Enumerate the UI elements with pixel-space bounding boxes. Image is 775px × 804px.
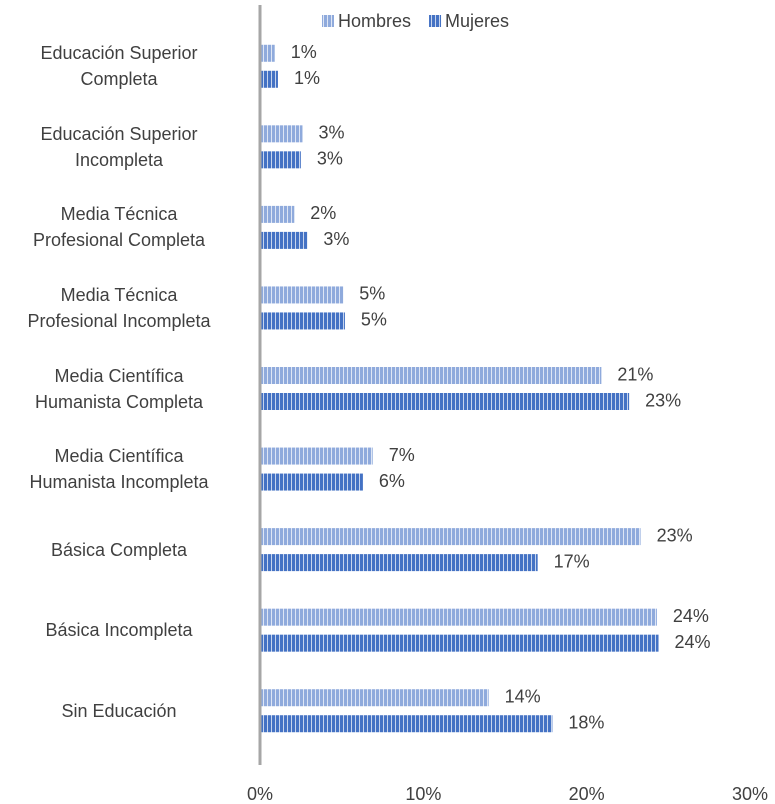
bar — [260, 70, 278, 88]
bar — [260, 125, 303, 143]
bar — [260, 312, 345, 330]
value-label: 14% — [505, 686, 541, 706]
bar — [260, 447, 373, 465]
value-label: 18% — [568, 712, 604, 732]
legend-swatch — [322, 15, 334, 27]
legend-swatch — [429, 15, 442, 27]
category-label: Media Técnica Profesional Incompleta — [27, 284, 211, 331]
bar — [260, 608, 657, 626]
value-label: 7% — [389, 445, 415, 465]
category-label: Media Científica Humanista Incompleta — [29, 446, 209, 493]
value-label: 5% — [361, 310, 387, 330]
value-label: 5% — [359, 284, 385, 304]
x-tick-label: 0% — [247, 784, 273, 804]
bar — [260, 715, 553, 733]
bar — [260, 44, 275, 62]
bar — [260, 286, 344, 304]
category-label: Básica Completa — [50, 539, 188, 560]
value-label: 24% — [675, 632, 711, 652]
value-label: 3% — [318, 123, 344, 143]
value-label: 3% — [323, 229, 349, 249]
x-tick-label: 10% — [405, 784, 441, 804]
bar — [260, 367, 602, 384]
bar — [260, 554, 538, 572]
x-tick-label: 30% — [732, 784, 768, 804]
bar — [260, 528, 641, 546]
value-label: 24% — [673, 606, 709, 626]
x-tick-label: 20% — [569, 784, 605, 804]
bar — [260, 634, 659, 652]
bar — [260, 205, 295, 223]
bar — [260, 689, 489, 707]
category-label: Media Científica Humanista Completa — [34, 365, 204, 412]
value-label: 23% — [645, 390, 681, 410]
legend-label: Hombres — [338, 11, 411, 31]
value-label: 1% — [294, 68, 320, 88]
legend-label: Mujeres — [445, 11, 509, 31]
category-label: Media Técnica Profesional Completa — [32, 204, 206, 251]
bar — [260, 151, 301, 169]
value-label: 1% — [291, 42, 317, 62]
value-label: 17% — [554, 551, 590, 571]
category-label: Básica Incompleta — [45, 620, 193, 641]
value-label: 6% — [379, 471, 405, 491]
value-label: 23% — [657, 525, 693, 545]
category-label: Educación Superior Incompleta — [40, 123, 198, 170]
bar — [260, 393, 630, 410]
value-label: 21% — [617, 364, 653, 384]
bar — [260, 231, 308, 249]
category-label: Educación Superior Completa — [40, 43, 198, 90]
value-label: 3% — [317, 149, 343, 169]
value-label: 2% — [310, 203, 336, 223]
category-label: Sin Educación — [61, 700, 177, 721]
bar — [260, 473, 363, 491]
